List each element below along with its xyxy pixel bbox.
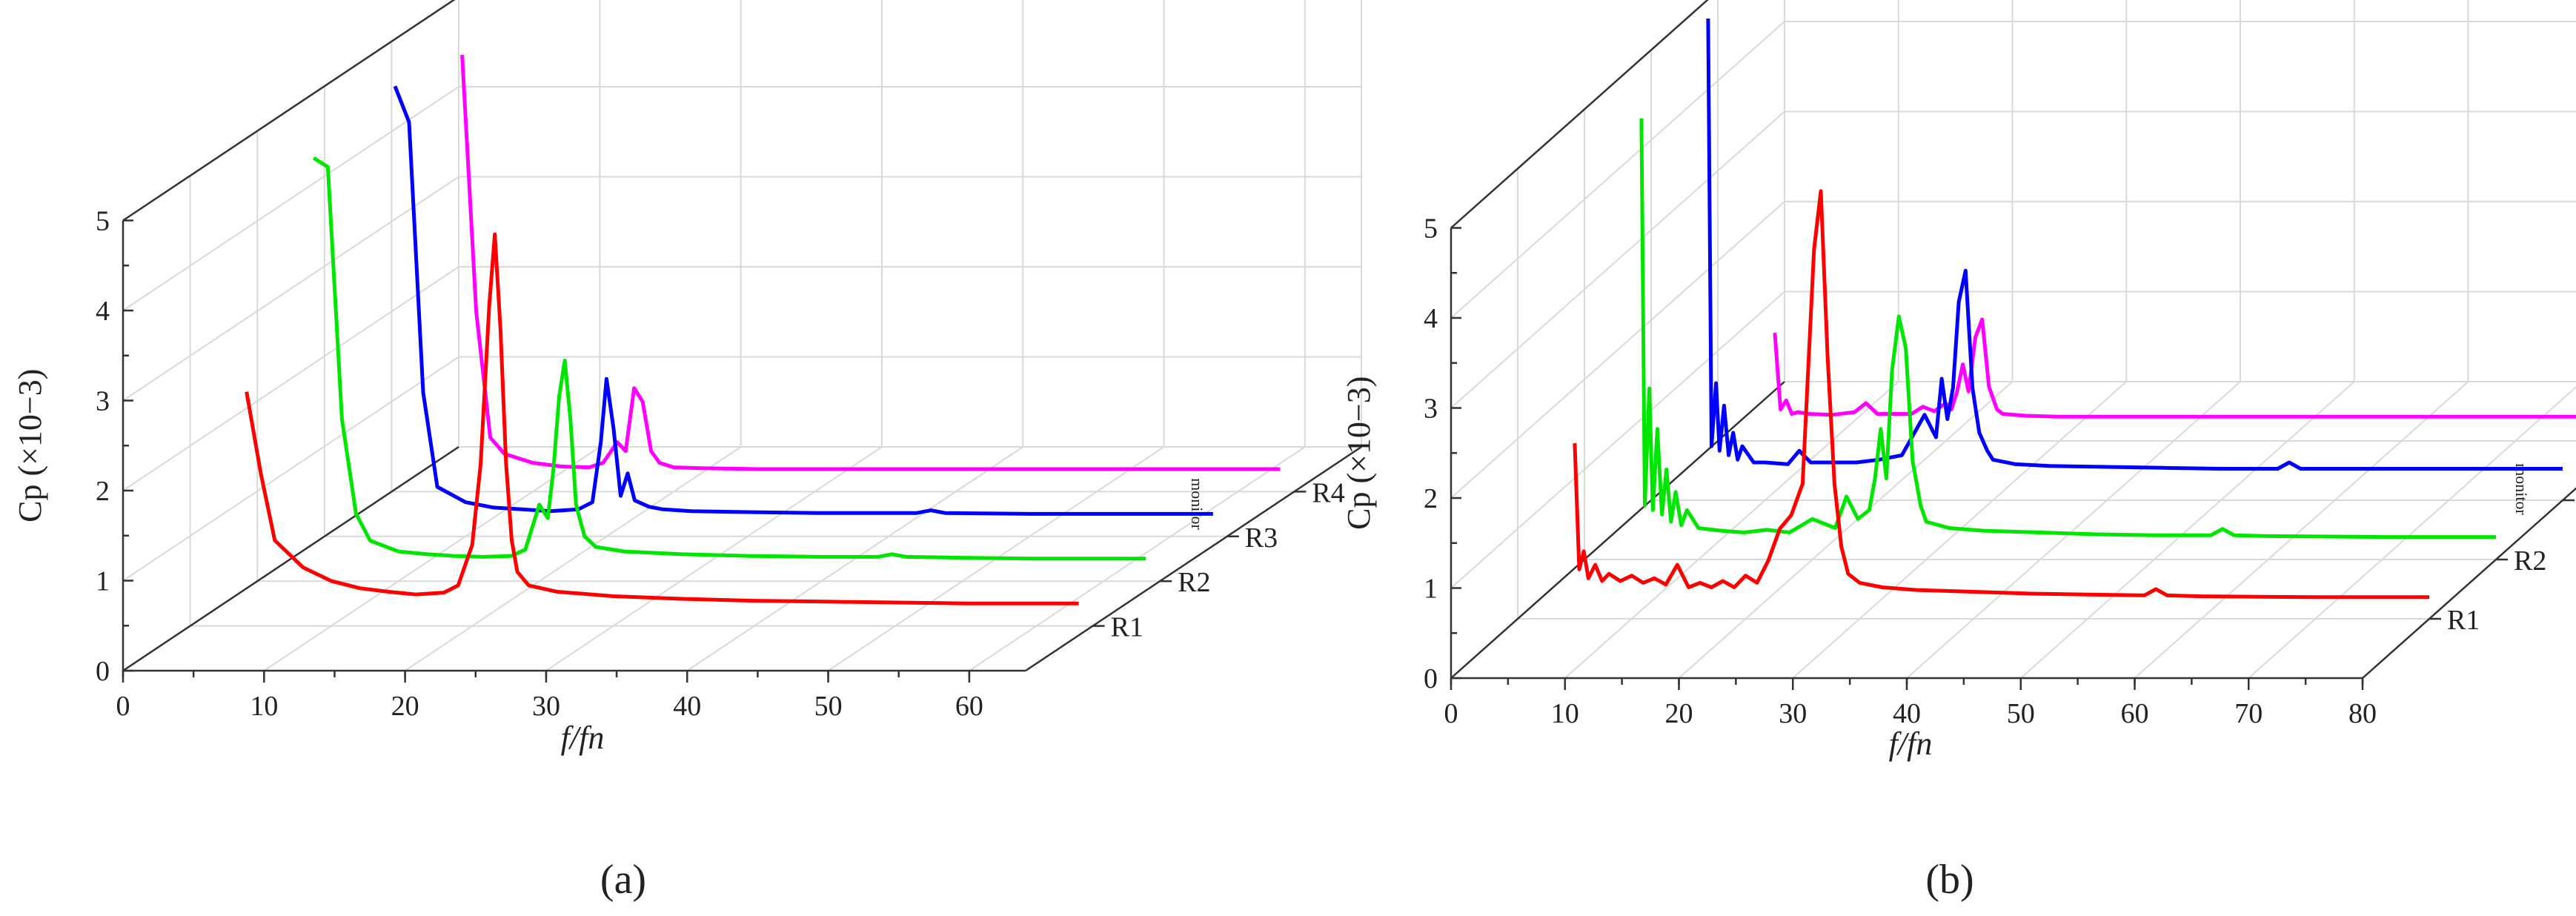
y-tick-label: 3: [96, 386, 110, 417]
panel-label-a: (a): [600, 857, 646, 903]
z-tick-label: R4: [1312, 477, 1344, 508]
x-tick-label: 70: [2234, 698, 2263, 729]
y-tick-label: 0: [96, 656, 110, 687]
z-axis-title: monitor: [2512, 463, 2531, 515]
series-line-r2: [312, 156, 1146, 561]
y-tick-label: 3: [1424, 394, 1438, 425]
y-axis-title: Cp (×10−3): [1341, 376, 1377, 530]
gridline-y: [122, 86, 1361, 311]
z-tick-label: R2: [2514, 545, 2546, 577]
gridline-y: [122, 356, 1361, 582]
y-tick-label: 5: [96, 206, 110, 237]
panel-label-b: (b): [1925, 857, 1974, 903]
gridline-y: [1450, 21, 2576, 319]
y-tick-label: 1: [96, 566, 110, 597]
x-tick-label: 60: [2121, 698, 2149, 729]
x-tick-label: 80: [2348, 698, 2377, 729]
z-axis-title: monitor: [1188, 478, 1206, 530]
z-axis: [1025, 445, 1362, 672]
x-tick-label: 30: [532, 691, 560, 722]
z-tick-label: R1: [1111, 612, 1143, 643]
y-tick-label: 0: [1424, 663, 1438, 694]
gridline-y: [1450, 201, 2576, 499]
x-tick-label: 50: [814, 691, 843, 722]
gridline-x-floor: [686, 446, 1023, 671]
series-line-r4: [460, 54, 1281, 471]
gridline-y: [1450, 291, 2576, 589]
y-tick-label: 2: [96, 476, 110, 507]
x-tick-label: 0: [1444, 698, 1458, 729]
gridline-x-floor: [1678, 381, 2014, 679]
x-tick-label: 20: [1665, 698, 1693, 729]
axes: 0 10 20 30 40 50 60 0 1 2 3 4 5 R1 R2 R3 R4 f/fn Cp (×10−3…: [12, 0, 1362, 756]
back-frame: [1361, 0, 1362, 447]
y-tick-label: 5: [1424, 213, 1438, 245]
y-tick-label: 4: [1424, 303, 1438, 334]
gridline-z: [1717, 0, 2576, 442]
gridline-x-floor: [545, 446, 883, 671]
gridline-x-floor: [2248, 385, 2576, 679]
gridline-x-floor: [2020, 381, 2355, 679]
z-tick-label: R2: [1178, 567, 1210, 598]
chart-panel-a: 0 10 20 30 40 50 60 0 1 2 3 4 5 R1 R2 R3 R4 f/fn Cp (×10−3…: [12, 0, 1362, 756]
x-tick-label: 10: [1551, 698, 1579, 729]
floor-left-edge: [122, 445, 459, 672]
x-tick-label: 30: [1779, 698, 1807, 729]
z-tick-label: R3: [1245, 522, 1278, 554]
x-tick-label: 60: [955, 691, 983, 722]
back-frame: [1785, 0, 2576, 382]
z-tick-label: R1: [2447, 605, 2480, 636]
gridline-y: [122, 266, 1361, 491]
series-line-r1: [1573, 189, 2429, 600]
x-axis-title: f/fn: [1889, 726, 1933, 762]
y-tick-label: 4: [96, 296, 110, 327]
x-tick-label: 0: [116, 691, 130, 722]
x-tick-label: 20: [391, 691, 419, 722]
gridline-y: [1450, 0, 1709, 229]
gridline-z: [1650, 50, 2563, 501]
gridline-z: [1584, 109, 2496, 560]
gridline-x-floor: [1906, 381, 2241, 679]
y-axis-top-edge: [1450, 0, 1709, 229]
gridline-x-floor: [405, 446, 742, 671]
series-line-r4: [1773, 317, 2576, 419]
series-group: [1573, 18, 2576, 600]
x-tick-label: 50: [2007, 698, 2035, 729]
x-tick-label: 10: [250, 691, 278, 722]
gridline-x-floor: [263, 446, 600, 671]
series-line-r2: [1639, 118, 2496, 540]
y-tick-label: 2: [1424, 483, 1438, 514]
x-tick-label: 40: [1893, 698, 1921, 729]
series-line-r3: [1706, 18, 2563, 471]
x-axis-title: f/fn: [561, 720, 605, 756]
gridline-x-floor: [2134, 381, 2469, 679]
x-tick-label: 40: [673, 691, 701, 722]
gridline-y: [1450, 110, 2576, 409]
series-group: [245, 54, 1281, 605]
y-axis-top-edge: [122, 0, 456, 222]
floor-left-edge: [1450, 381, 1785, 679]
y-tick-label: 1: [1424, 574, 1438, 605]
series-line-r1: [245, 232, 1079, 605]
y-axis-title: Cp (×10−3): [12, 369, 48, 522]
z-axis: [2362, 487, 2576, 679]
gridline-y: [122, 446, 1361, 671]
grid: [1450, 0, 2576, 679]
gridline-y: [122, 176, 1361, 402]
series-line-r3: [393, 85, 1213, 516]
